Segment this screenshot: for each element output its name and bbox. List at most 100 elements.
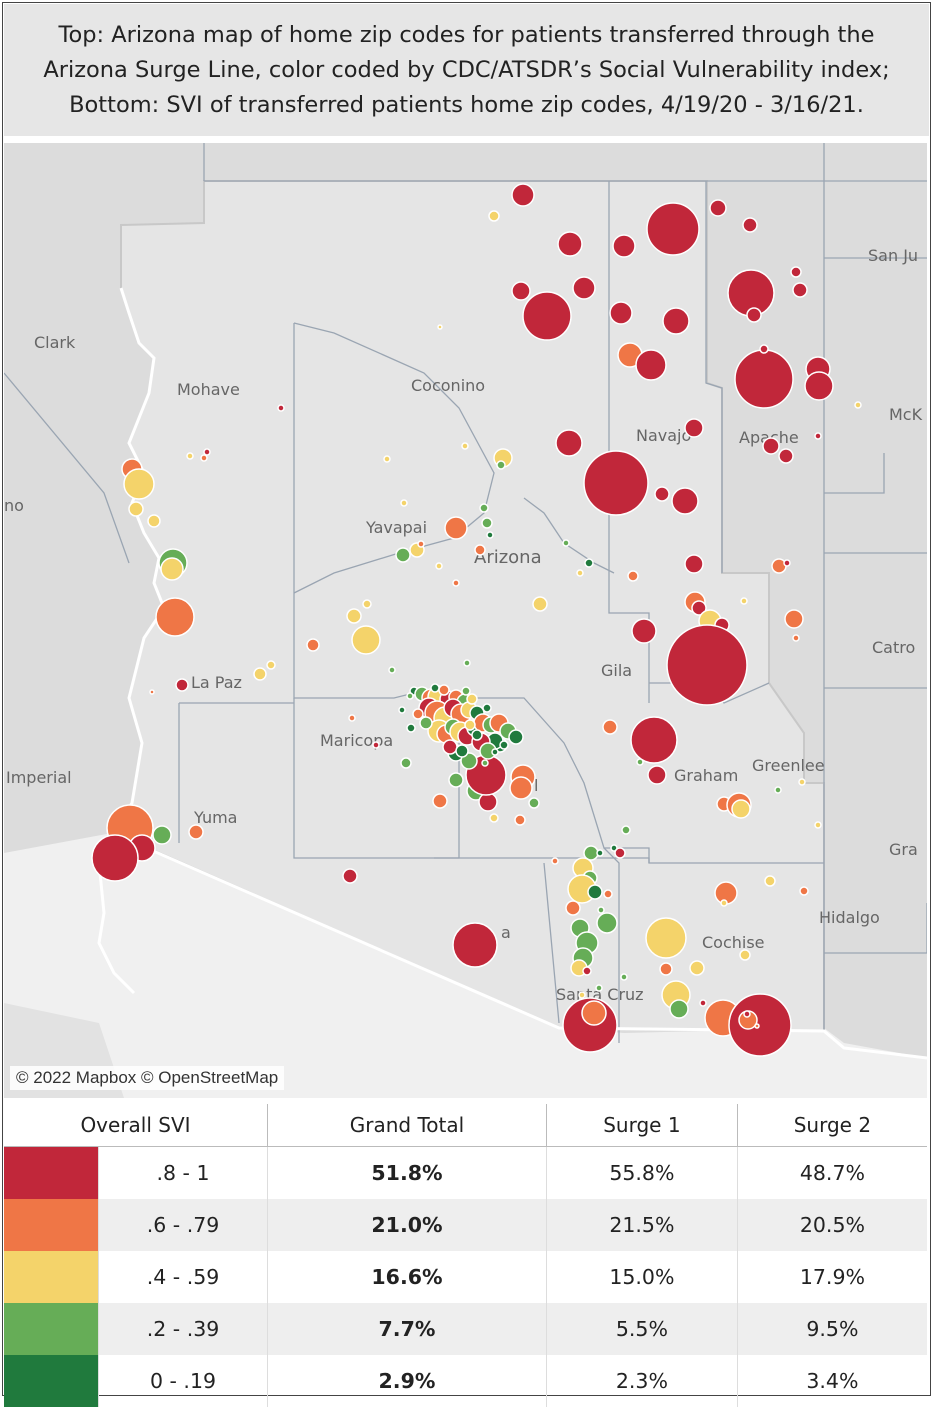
zip-bubble[interactable] <box>149 689 155 695</box>
zip-bubble[interactable] <box>91 834 139 882</box>
zip-bubble[interactable] <box>584 558 594 568</box>
zip-bubble[interactable] <box>587 884 603 900</box>
zip-bubble[interactable] <box>128 501 144 517</box>
zip-bubble[interactable] <box>123 468 155 500</box>
zip-bubble[interactable] <box>479 503 489 513</box>
zip-bubble[interactable] <box>499 740 509 750</box>
zip-bubble[interactable] <box>528 797 540 809</box>
zip-bubble[interactable] <box>799 886 809 896</box>
zip-bubble[interactable] <box>448 772 464 788</box>
zip-bubble[interactable] <box>160 557 184 581</box>
zip-bubble[interactable] <box>754 1023 760 1029</box>
zip-bubble[interactable] <box>481 517 493 529</box>
zip-bubble[interactable] <box>662 307 690 335</box>
zip-bubble[interactable] <box>583 450 649 516</box>
zip-bubble[interactable] <box>471 729 483 741</box>
zip-bubble[interactable] <box>576 569 584 577</box>
zip-bubble[interactable] <box>783 559 791 567</box>
zip-bubble[interactable] <box>645 917 687 959</box>
zip-bubble[interactable] <box>596 912 618 934</box>
zip-bubble[interactable] <box>646 202 700 256</box>
map-attribution[interactable]: © 2022 Mapbox © OpenStreetMap <box>10 1066 285 1090</box>
zip-bubble[interactable] <box>203 448 211 456</box>
arizona-map[interactable]: Clark Mohave Coconino Navajo Apache San … <box>4 143 927 1098</box>
zip-bubble[interactable] <box>734 349 794 409</box>
zip-bubble[interactable] <box>746 307 762 323</box>
zip-bubble[interactable] <box>398 706 406 714</box>
zip-bubble[interactable] <box>739 949 751 961</box>
zip-bubble[interactable] <box>346 608 362 624</box>
zip-bubble[interactable] <box>388 666 396 674</box>
zip-bubble[interactable] <box>699 999 707 1007</box>
zip-bubble[interactable] <box>511 183 535 207</box>
zip-bubble[interactable] <box>514 814 526 826</box>
zip-bubble[interactable] <box>152 825 172 845</box>
zip-bubble[interactable] <box>496 460 506 470</box>
zip-bubble[interactable] <box>627 570 639 582</box>
zip-bubble[interactable] <box>522 291 572 341</box>
zip-bubble[interactable] <box>175 678 189 692</box>
zip-bubble[interactable] <box>438 684 450 696</box>
zip-bubble[interactable] <box>186 452 194 460</box>
zip-bubble[interactable] <box>578 991 586 999</box>
zip-bubble[interactable] <box>792 634 800 642</box>
zip-bubble[interactable] <box>814 821 822 829</box>
zip-bubble[interactable] <box>790 266 802 278</box>
zip-bubble[interactable] <box>532 596 548 612</box>
zip-bubble[interactable] <box>740 597 748 605</box>
zip-bubble[interactable] <box>659 962 673 976</box>
zip-bubble[interactable] <box>631 618 657 644</box>
zip-bubble[interactable] <box>597 906 605 914</box>
zip-bubble[interactable] <box>565 900 581 916</box>
zip-bubble[interactable] <box>455 744 469 758</box>
zip-bubble[interactable] <box>466 693 478 705</box>
zip-bubble[interactable] <box>348 714 356 722</box>
zip-bubble[interactable] <box>689 960 705 976</box>
zip-bubble[interactable] <box>671 487 699 515</box>
zip-bubble[interactable] <box>666 624 748 706</box>
zip-bubble[interactable] <box>400 757 412 769</box>
zip-bubble[interactable] <box>804 371 834 401</box>
zip-bubble[interactable] <box>488 210 500 222</box>
zip-bubble[interactable] <box>759 344 769 354</box>
zip-bubble[interactable] <box>762 437 780 455</box>
zip-bubble[interactable] <box>474 544 486 556</box>
zip-bubble[interactable] <box>266 660 276 670</box>
zip-bubble[interactable] <box>669 999 689 1019</box>
zip-bubble[interactable] <box>463 659 471 667</box>
zip-bubble[interactable] <box>452 579 460 587</box>
zip-bubble[interactable] <box>435 562 443 570</box>
zip-bubble[interactable] <box>511 281 531 301</box>
zip-bubble[interactable] <box>444 516 468 540</box>
zip-bubble[interactable] <box>621 825 631 835</box>
zip-bubble[interactable] <box>432 793 448 809</box>
zip-bubble[interactable] <box>614 847 626 859</box>
zip-bubble[interactable] <box>595 984 603 992</box>
zip-bubble[interactable] <box>372 741 380 749</box>
zip-bubble[interactable] <box>362 599 372 609</box>
zip-bubble[interactable] <box>489 813 499 823</box>
zip-bubble[interactable] <box>442 739 458 755</box>
zip-bubble[interactable] <box>572 276 596 300</box>
zip-bubble[interactable] <box>596 849 604 857</box>
zip-bubble[interactable] <box>461 442 469 450</box>
zip-bubble[interactable] <box>691 600 707 616</box>
zip-bubble[interactable] <box>478 792 498 812</box>
zip-bubble[interactable] <box>452 922 498 968</box>
zip-bubble[interactable] <box>684 418 704 438</box>
zip-bubble[interactable] <box>395 547 411 563</box>
zip-bubble[interactable] <box>602 719 618 735</box>
zip-bubble[interactable] <box>778 448 794 464</box>
zip-bubble[interactable] <box>731 799 751 819</box>
zip-bubble[interactable] <box>508 729 524 745</box>
zip-bubble[interactable] <box>728 993 792 1057</box>
zip-bubble[interactable] <box>582 966 592 976</box>
zip-bubble[interactable] <box>620 973 628 981</box>
zip-bubble[interactable] <box>764 875 776 887</box>
zip-bubble[interactable] <box>188 824 204 840</box>
zip-bubble[interactable] <box>486 531 494 539</box>
zip-bubble[interactable] <box>814 432 822 440</box>
zip-bubble[interactable] <box>555 429 583 457</box>
zip-bubble[interactable] <box>792 282 808 298</box>
zip-bubble[interactable] <box>342 868 358 884</box>
